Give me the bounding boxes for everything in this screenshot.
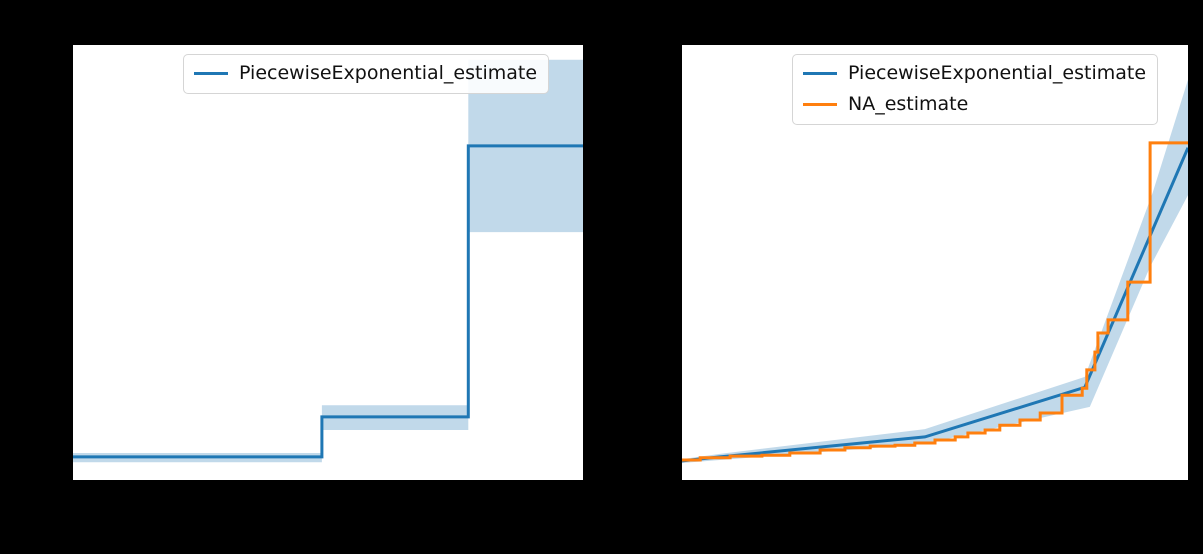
orange-line-sample-icon <box>803 103 837 106</box>
legend-entry-piecewise: PiecewiseExponential_estimate <box>803 62 1146 85</box>
right-axes: PiecewiseExponential_estimate NA_estimat… <box>682 45 1188 480</box>
right-chart-plot-area <box>682 79 1188 464</box>
left-axes: PiecewiseExponential_estimate <box>73 45 583 480</box>
legend-label-piecewise: PiecewiseExponential_estimate <box>239 62 538 84</box>
legend-entry-piecewise: PiecewiseExponential_estimate <box>194 62 537 85</box>
legend-label-piecewise: PiecewiseExponential_estimate <box>848 62 1147 84</box>
legend-entry-na: NA_estimate <box>803 93 1146 116</box>
confidence-band <box>682 79 1188 464</box>
left-legend: PiecewiseExponential_estimate <box>183 54 550 94</box>
blue-line-sample-icon <box>803 72 837 75</box>
left-chart-plot-area <box>73 59 583 463</box>
PiecewiseExponential_estimate <box>73 144 583 459</box>
blue-line-sample-icon <box>194 72 228 75</box>
right-legend: PiecewiseExponential_estimate NA_estimat… <box>792 54 1159 125</box>
NA_estimate <box>682 141 1188 462</box>
legend-label-na: NA_estimate <box>848 93 969 115</box>
